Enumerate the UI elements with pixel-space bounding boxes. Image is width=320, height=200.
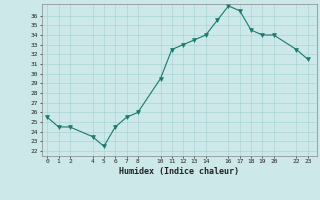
X-axis label: Humidex (Indice chaleur): Humidex (Indice chaleur) — [119, 167, 239, 176]
